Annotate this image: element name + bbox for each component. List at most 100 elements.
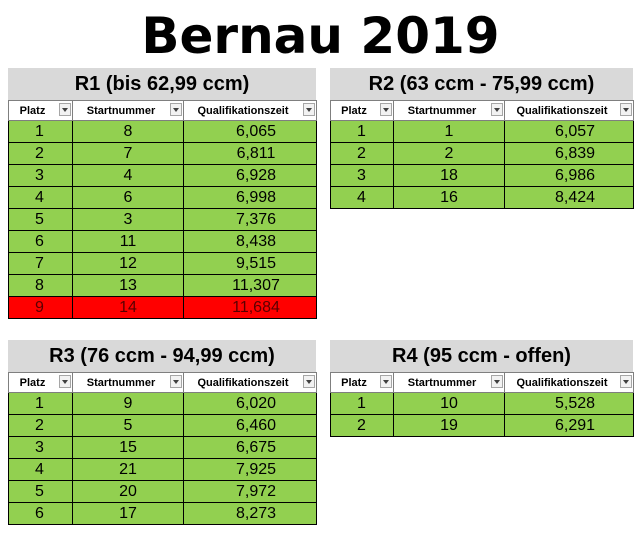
table-cell-startnummer: 21 — [72, 458, 184, 481]
table-cell-startnummer: 4 — [72, 164, 184, 187]
column-header-label: Startnummer — [407, 104, 477, 117]
table-cell-platz: 6 — [8, 230, 73, 253]
results-table-r1: R1 (bis 62,99 ccm) Platz Startnummer Qualif… — [8, 68, 317, 319]
table-cell-startnummer: 11 — [72, 230, 184, 253]
table-row: 4 6 6,998 — [8, 186, 317, 209]
table-title: R4 (95 ccm - offen) — [330, 340, 633, 372]
column-header-label: Platz — [19, 376, 46, 389]
table-cell-startnummer: 18 — [393, 164, 505, 187]
results-table-r4: R4 (95 ccm - offen) Platz Startnummer Quali… — [330, 340, 634, 437]
table-cell-startnummer: 12 — [72, 252, 184, 275]
column-header-label: Platz — [341, 104, 367, 117]
table-row: 5 3 7,376 — [8, 208, 317, 231]
column-header-platz: Platz — [8, 372, 73, 393]
dropdown-arrow-icon[interactable] — [303, 103, 315, 116]
column-header-platz: Platz — [330, 372, 394, 393]
column-header-label: Platz — [341, 376, 367, 389]
table-cell-qualifikationszeit: 6,065 — [183, 120, 317, 143]
header-row: Platz Startnummer Qualifikationszeit — [8, 372, 317, 393]
dropdown-arrow-icon[interactable] — [170, 103, 182, 116]
table-row: 1 1 6,057 — [330, 120, 634, 143]
table-cell-startnummer: 6 — [72, 186, 184, 209]
table-cell-qualifikationszeit: 7,972 — [183, 480, 317, 503]
table-cell-qualifikationszeit: 6,057 — [504, 120, 634, 143]
table-cell-platz: 1 — [8, 120, 73, 143]
table-cell-platz: 8 — [8, 274, 73, 297]
dropdown-arrow-icon[interactable] — [491, 375, 503, 388]
table-cell-startnummer: 1 — [393, 120, 505, 143]
dropdown-arrow-icon[interactable] — [620, 375, 632, 388]
results-table: Platz Startnummer Qualifikationszeit 1 9 6,02… — [8, 372, 317, 525]
column-header-qualifikationszeit: Qualifikationszeit — [504, 100, 634, 121]
table-cell-platz: 5 — [8, 208, 73, 231]
table-cell-platz: 2 — [8, 414, 73, 437]
results-table: Platz Startnummer Qualifikationszeit 1 10 5,5… — [330, 372, 634, 437]
dropdown-arrow-icon[interactable] — [59, 103, 71, 116]
table-cell-qualifikationszeit: 6,460 — [183, 414, 317, 437]
table-row: 1 9 6,020 — [8, 392, 317, 415]
table-cell-platz: 3 — [330, 164, 394, 187]
table-cell-qualifikationszeit: 6,020 — [183, 392, 317, 415]
dropdown-arrow-icon[interactable] — [170, 375, 182, 388]
column-header-label: Startnummer — [86, 376, 156, 389]
table-cell-platz: 3 — [8, 436, 73, 459]
dropdown-arrow-icon[interactable] — [380, 375, 392, 388]
table-cell-qualifikationszeit: 11,307 — [183, 274, 317, 297]
column-header-label: Qualifikationszeit — [516, 376, 608, 389]
results-table: Platz Startnummer Qualifikationszeit 1 1 6,05… — [330, 100, 634, 209]
table-cell-qualifikationszeit: 6,986 — [504, 164, 634, 187]
table-cell-startnummer: 10 — [393, 392, 505, 415]
table-row: 7 12 9,515 — [8, 252, 317, 275]
table-cell-platz: 2 — [8, 142, 73, 165]
dropdown-arrow-icon[interactable] — [491, 103, 503, 116]
column-header-label: Qualifikationszeit — [516, 104, 608, 117]
table-row: 1 10 5,528 — [330, 392, 634, 415]
table-row: 6 17 8,273 — [8, 502, 317, 525]
table-row: 6 11 8,438 — [8, 230, 317, 253]
table-cell-qualifikationszeit: 6,998 — [183, 186, 317, 209]
table-cell-qualifikationszeit: 7,925 — [183, 458, 317, 481]
table-cell-qualifikationszeit: 6,291 — [504, 414, 634, 437]
table-row: 2 19 6,291 — [330, 414, 634, 437]
table-cell-platz: 5 — [8, 480, 73, 503]
table-cell-qualifikationszeit: 6,839 — [504, 142, 634, 165]
dropdown-arrow-icon[interactable] — [620, 103, 632, 116]
table-cell-qualifikationszeit: 11,684 — [183, 296, 317, 319]
table-cell-startnummer: 7 — [72, 142, 184, 165]
table-row: 3 15 6,675 — [8, 436, 317, 459]
header-row: Platz Startnummer Qualifikationszeit — [330, 100, 634, 121]
table-row: 1 8 6,065 — [8, 120, 317, 143]
table-cell-startnummer: 3 — [72, 208, 184, 231]
table-cell-startnummer: 15 — [72, 436, 184, 459]
table-title: R2 (63 ccm - 75,99 ccm) — [330, 68, 633, 100]
table-row: 4 16 8,424 — [330, 186, 634, 209]
table-cell-platz: 2 — [330, 142, 394, 165]
table-cell-platz: 6 — [8, 502, 73, 525]
table-title: R1 (bis 62,99 ccm) — [8, 68, 316, 100]
table-row: 9 14 11,684 — [8, 296, 317, 319]
column-header-qualifikationszeit: Qualifikationszeit — [183, 372, 317, 393]
table-cell-qualifikationszeit: 5,528 — [504, 392, 634, 415]
results-table-r3: R3 (76 ccm - 94,99 ccm) Platz Startnummer Q… — [8, 340, 317, 525]
table-cell-startnummer: 9 — [72, 392, 184, 415]
table-cell-platz: 4 — [8, 458, 73, 481]
dropdown-arrow-icon[interactable] — [380, 103, 392, 116]
column-header-label: Qualifikationszeit — [197, 104, 289, 117]
table-row: 3 4 6,928 — [8, 164, 317, 187]
table-cell-qualifikationszeit: 6,928 — [183, 164, 317, 187]
table-cell-startnummer: 13 — [72, 274, 184, 297]
header-row: Platz Startnummer Qualifikationszeit — [330, 372, 634, 393]
column-header-platz: Platz — [330, 100, 394, 121]
table-cell-platz: 3 — [8, 164, 73, 187]
table-cell-qualifikationszeit: 8,424 — [504, 186, 634, 209]
table-row: 3 18 6,986 — [330, 164, 634, 187]
table-cell-qualifikationszeit: 8,273 — [183, 502, 317, 525]
table-cell-qualifikationszeit: 7,376 — [183, 208, 317, 231]
dropdown-arrow-icon[interactable] — [59, 375, 71, 388]
table-cell-startnummer: 5 — [72, 414, 184, 437]
table-row: 2 7 6,811 — [8, 142, 317, 165]
table-cell-startnummer: 8 — [72, 120, 184, 143]
table-cell-qualifikationszeit: 9,515 — [183, 252, 317, 275]
table-row: 2 5 6,460 — [8, 414, 317, 437]
dropdown-arrow-icon[interactable] — [303, 375, 315, 388]
